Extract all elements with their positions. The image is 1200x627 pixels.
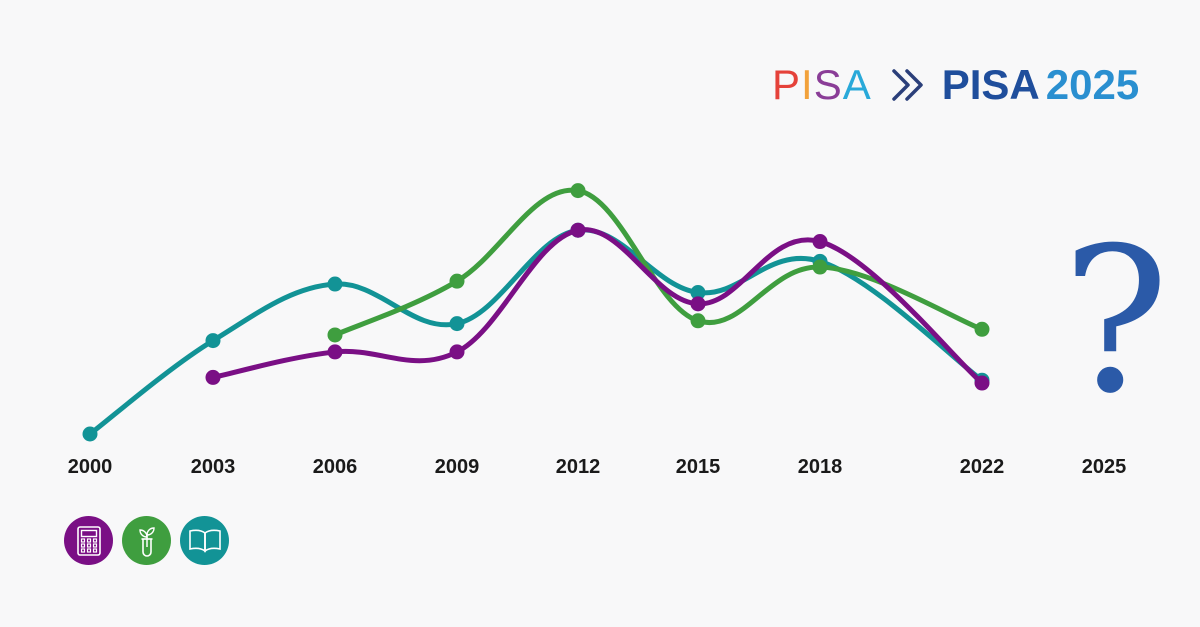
data-point: [812, 259, 828, 275]
science-badge: [122, 516, 171, 565]
x-tick-label: 2022: [960, 456, 1005, 478]
x-axis-ticks: 2000 2003 2006 2009 2012 2015 2018 2022 2025: [68, 456, 1127, 478]
pisa-logo: PISA PISA 2025: [772, 60, 1139, 110]
x-tick-label: 2015: [676, 456, 721, 478]
double-chevron-right-icon: [891, 69, 923, 101]
pisa-old-logo-letter: S: [813, 61, 843, 108]
data-point: [974, 375, 990, 391]
x-tick-label: 2003: [191, 456, 236, 478]
pisa-2025-logo: PISA 2025: [942, 61, 1139, 109]
series-line-1: [332, 187, 985, 338]
data-point: [449, 344, 465, 360]
domain-icons: [64, 516, 229, 565]
data-point: [690, 285, 706, 300]
data-point: [570, 222, 586, 238]
data-point: [327, 276, 343, 292]
data-point: [327, 327, 343, 343]
x-tick-label: 2018: [798, 456, 843, 478]
pisa-old-logo: PISA: [772, 61, 872, 109]
plant-test-tube-icon: [138, 526, 155, 557]
data-point: [570, 183, 586, 199]
data-point: [449, 316, 465, 332]
data-point: [690, 313, 706, 329]
pisa-old-logo-letter: P: [772, 61, 802, 108]
open-book-icon: [188, 529, 221, 553]
series-layer: [82, 183, 990, 442]
data-point: [205, 333, 221, 349]
data-point: [812, 234, 828, 250]
mathematics-badge: [64, 516, 113, 565]
pisa-2025-logo-year: 2025: [1045, 61, 1140, 108]
pisa-old-logo-letter: I: [801, 61, 814, 108]
data-point: [690, 296, 706, 312]
question-mark-2025: ?: [1062, 205, 1170, 438]
x-tick-label: 2012: [556, 456, 601, 478]
data-point: [974, 321, 990, 337]
x-tick-label: 2025: [1082, 456, 1127, 478]
x-tick-label: 2006: [313, 456, 358, 478]
series-line-2: [210, 227, 985, 386]
data-point: [82, 426, 98, 442]
x-tick-label: 2009: [435, 456, 480, 478]
calculator-icon: [76, 525, 101, 556]
reading-badge: [180, 516, 229, 565]
data-point: [205, 369, 221, 385]
pisa-old-logo-letter: A: [842, 61, 872, 108]
pisa-2025-logo-label: PISA: [941, 61, 1040, 108]
data-point: [449, 273, 465, 289]
x-tick-label: 2000: [68, 456, 113, 478]
data-point: [327, 344, 343, 360]
